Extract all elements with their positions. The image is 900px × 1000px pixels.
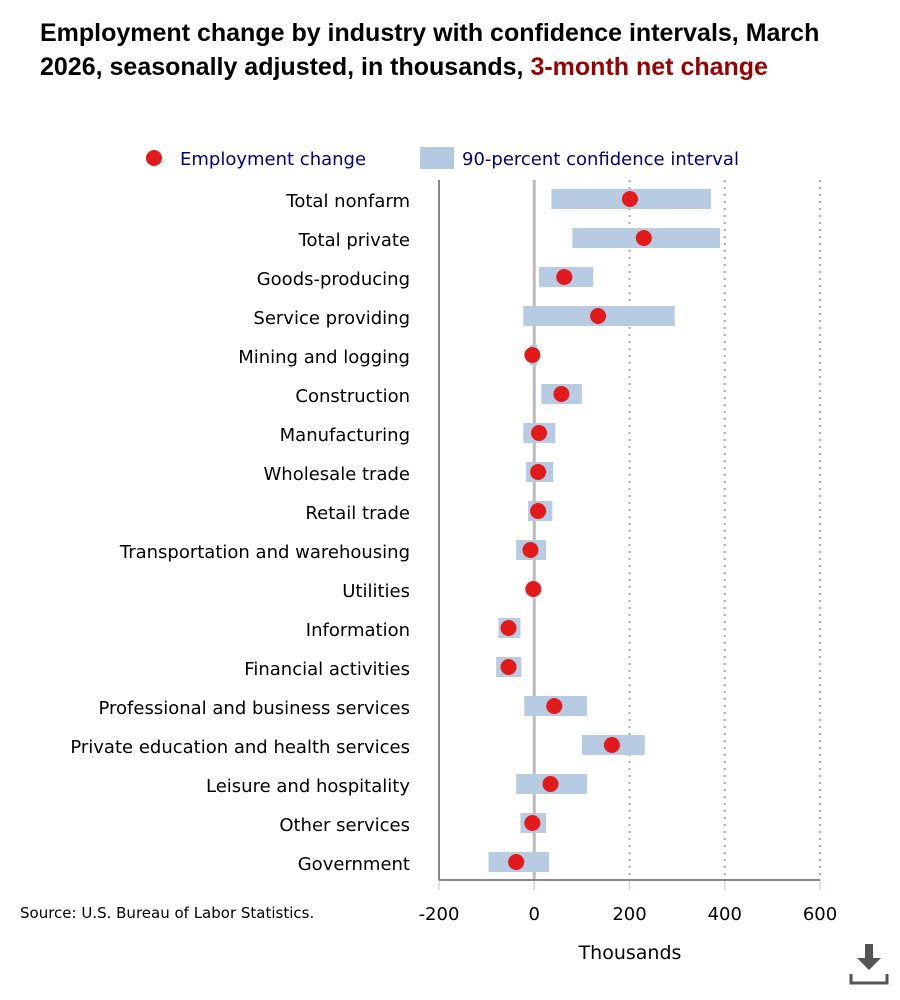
x-tick-label: 200 (612, 904, 646, 925)
category-label: Leisure and hospitality (206, 776, 410, 797)
category-label: Total private (298, 230, 410, 251)
category-label: Goods-producing (257, 269, 410, 290)
title-highlight: 3-month net change (530, 53, 768, 81)
employment-change-point (524, 347, 541, 363)
category-label: Other services (279, 815, 410, 836)
employment-change-point (500, 659, 517, 675)
employment-change-point (553, 386, 570, 402)
x-axis-title: Thousands (578, 942, 682, 964)
employment-change-point (635, 230, 652, 246)
employment-change-point (531, 425, 548, 441)
category-label: Financial activities (244, 659, 410, 680)
employment-change-point (542, 776, 559, 792)
category-label: Construction (295, 386, 410, 407)
x-tick-label: 400 (708, 904, 742, 925)
category-label: Mining and logging (238, 347, 410, 368)
category-label: Utilities (342, 581, 410, 602)
category-label: Information (306, 620, 410, 641)
download-icon[interactable] (848, 942, 890, 986)
employment-change-point (556, 269, 573, 285)
category-label: Service providing (253, 308, 410, 329)
employment-change-point (530, 503, 547, 519)
category-label: Transportation and warehousing (119, 542, 410, 563)
legend-label-employment: Employment change (180, 149, 366, 170)
legend-point-swatch (146, 150, 162, 166)
employment-change-point (500, 620, 517, 636)
employment-change-point (508, 854, 525, 870)
employment-change-point (525, 581, 542, 597)
category-label: Government (298, 854, 410, 875)
legend: Employment change 90-percent confidence … (146, 147, 739, 170)
employment-change-point (621, 191, 638, 207)
title-main: Employment change by industry with confi… (40, 19, 820, 81)
category-label: Private education and health services (70, 737, 410, 758)
x-tick-label: 0 (529, 904, 540, 925)
employment-change-point (530, 464, 547, 480)
category-label: Total nonfarm (285, 191, 410, 212)
employment-change-point (546, 698, 563, 714)
category-label: Retail trade (305, 503, 410, 524)
x-tick-label: 600 (803, 904, 837, 925)
employment-change-point (590, 308, 607, 324)
x-tick-label: -200 (419, 904, 460, 925)
employment-change-point (524, 815, 541, 831)
legend-interval-swatch (420, 147, 454, 169)
category-label: Professional and business services (98, 698, 410, 719)
employment-change-point (603, 737, 620, 753)
chart-title: Employment change by industry with confi… (40, 16, 860, 84)
legend-label-interval: 90-percent confidence interval (462, 149, 739, 170)
category-label: Wholesale trade (264, 464, 411, 485)
category-label: Manufacturing (280, 425, 410, 446)
source-note: Source: U.S. Bureau of Labor Statistics. (20, 904, 315, 922)
employment-change-point (522, 542, 539, 558)
